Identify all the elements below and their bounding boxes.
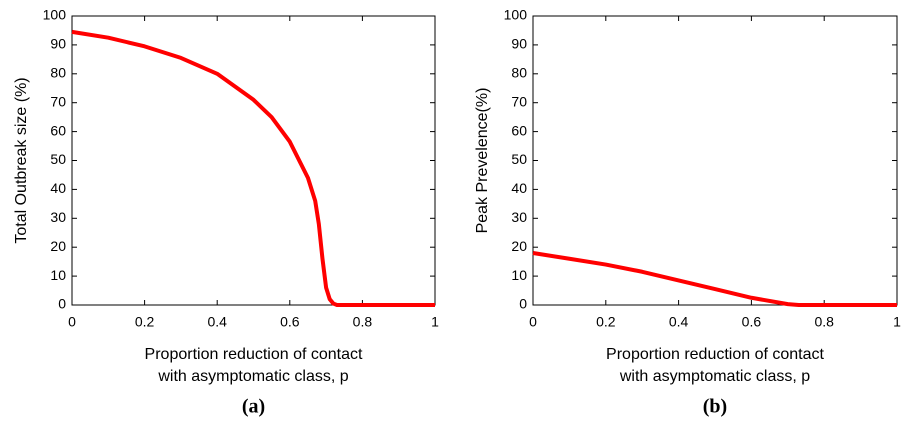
caption: (a): [242, 396, 265, 418]
y-tick-label: 80: [511, 65, 527, 81]
y-tick-label: 20: [50, 238, 66, 254]
x-axis-label: Proportion reduction of contact: [145, 346, 363, 363]
data-line: [71, 29, 435, 307]
x-tick-label: 0.4: [207, 314, 227, 330]
y-tick-label: 10: [50, 267, 66, 283]
y-tick-label: 40: [511, 180, 527, 196]
y-tick-label: 20: [511, 238, 527, 254]
y-tick-label: 100: [504, 7, 528, 23]
y-tick-label: 30: [511, 209, 527, 225]
data-line: [532, 251, 897, 307]
x-tick-label: 0.2: [596, 314, 616, 330]
y-tick-label: 50: [50, 151, 66, 167]
y-axis-label: Peak Prevelence(%): [474, 88, 491, 234]
x-axis-label: with asymptomatic class, p: [157, 368, 348, 385]
x-tick-label: 0: [529, 314, 537, 330]
y-tick-label: 70: [511, 93, 527, 109]
y-tick-label: 0: [519, 296, 527, 312]
y-tick-label: 90: [511, 36, 527, 52]
y-tick-label: 0: [58, 296, 66, 312]
x-tick-label: 0: [68, 314, 76, 330]
x-axis-label: Proportion reduction of contact: [606, 346, 824, 363]
y-tick-label: 60: [50, 122, 66, 138]
y-tick-label: 30: [50, 209, 66, 225]
caption: (b): [703, 396, 727, 418]
y-tick-label: 50: [511, 151, 527, 167]
plot-frame: [71, 15, 436, 306]
x-tick-label: 0.6: [280, 314, 300, 330]
x-tick-label: 0.8: [353, 314, 373, 330]
x-tick-label: 0.8: [814, 314, 834, 330]
x-tick-label: 1: [893, 314, 901, 330]
x-tick-label: 0.2: [135, 314, 155, 330]
y-tick-label: 10: [511, 267, 527, 283]
y-tick-label: 60: [511, 122, 527, 138]
x-tick-label: 0.4: [669, 314, 689, 330]
y-axis-label: Total Outbreak size (%): [13, 77, 30, 243]
x-tick-label: 0.6: [742, 314, 762, 330]
y-tick-label: 100: [43, 7, 67, 23]
y-tick-label: 90: [50, 36, 66, 52]
y-tick-label: 40: [50, 180, 66, 196]
y-tick-label: 80: [50, 65, 66, 81]
y-tick-label: 70: [50, 93, 66, 109]
x-tick-label: 1: [431, 314, 439, 330]
x-axis-label: with asymptomatic class, p: [619, 368, 810, 385]
